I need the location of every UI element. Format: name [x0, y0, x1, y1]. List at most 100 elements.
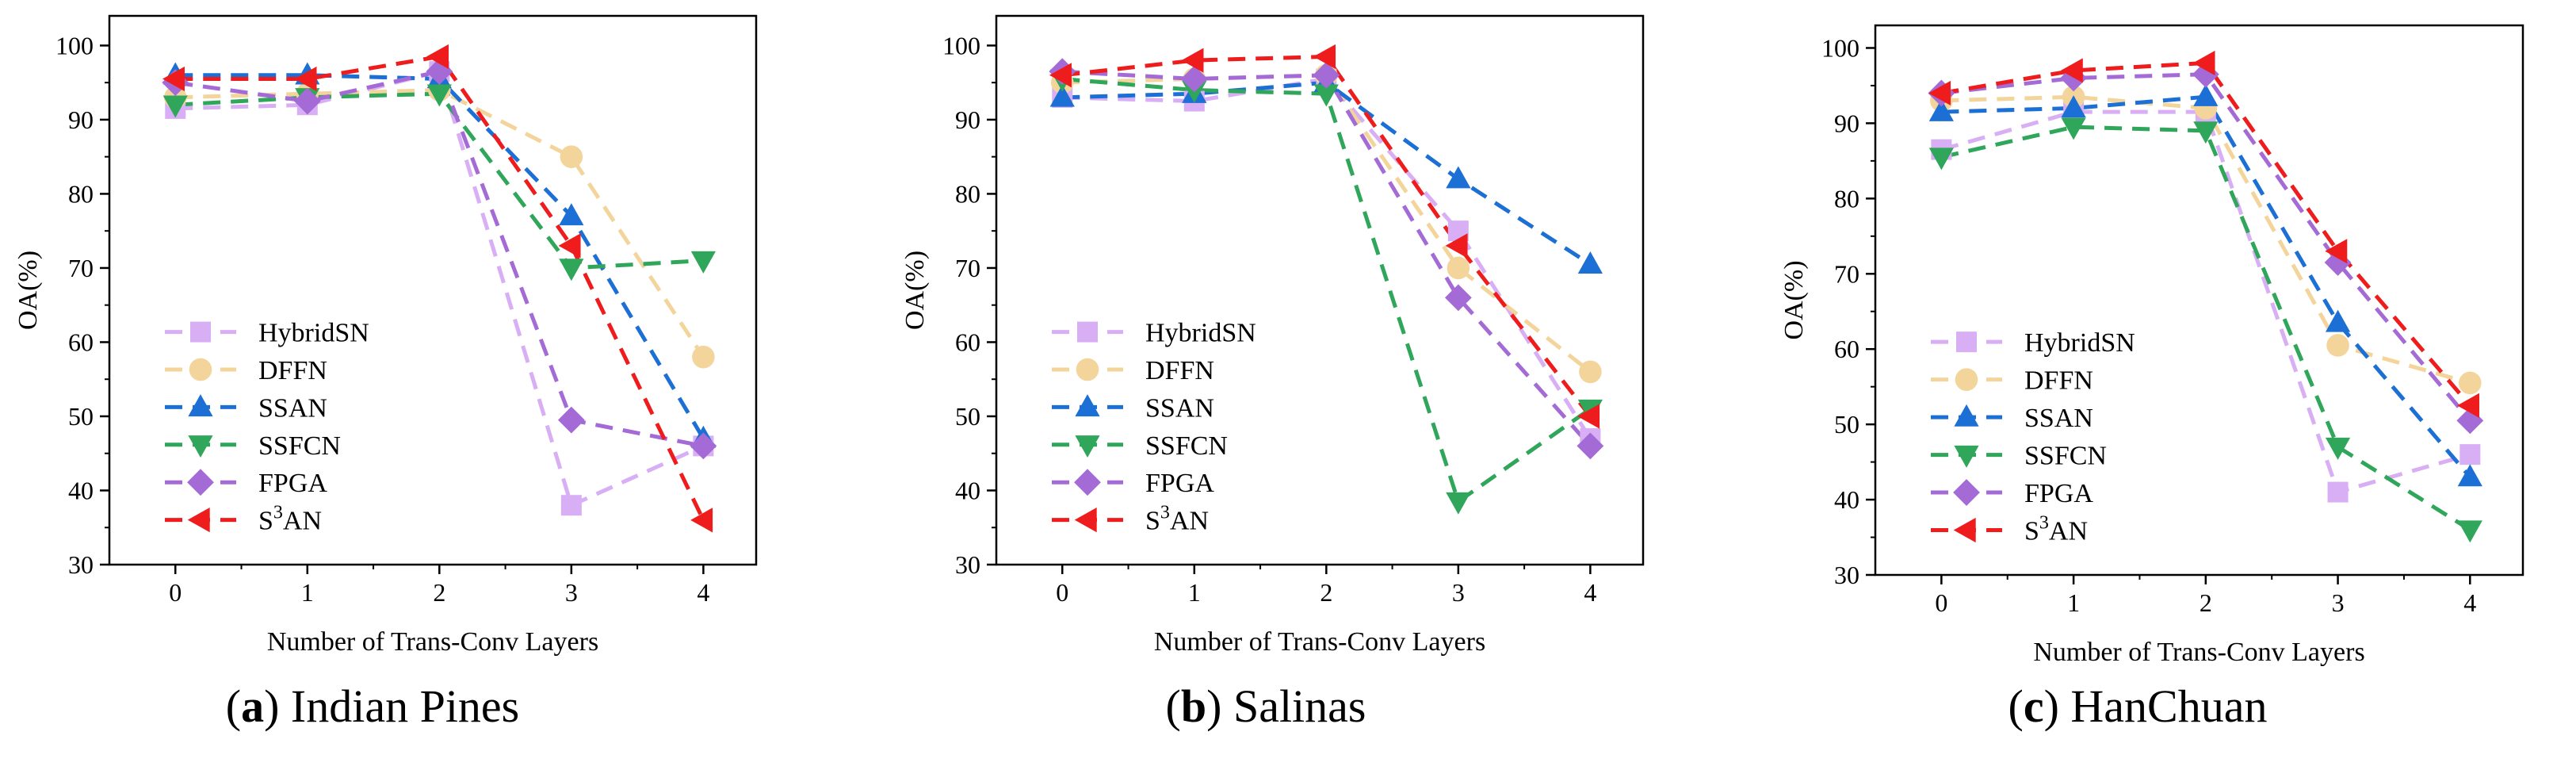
legend-item-ssfcn: SSFCN — [1931, 442, 2107, 471]
data-point-ssfcn — [2325, 437, 2351, 460]
data-point-ssfcn — [426, 84, 452, 107]
x-tick-label: 1 — [301, 578, 314, 607]
data-point-ssan — [1928, 98, 1954, 121]
x-tick-label: 1 — [1188, 578, 1201, 607]
legend-marker — [188, 435, 213, 458]
legend-marker — [1076, 358, 1099, 381]
data-point-ssfcn — [162, 95, 188, 118]
series-line-ssan — [175, 73, 705, 440]
caption-letter: b — [1181, 680, 1206, 732]
legend-label: S3AN — [258, 503, 322, 536]
legend-label: DFFN — [258, 356, 327, 385]
legend-marker — [1074, 469, 1101, 496]
x-axis-label: Number of Trans-Conv Layers — [2033, 638, 2364, 667]
y-tick-label: 70 — [1834, 259, 1859, 288]
legend-label-tail: AN — [1170, 507, 1209, 536]
x-tick-label: 1 — [2067, 588, 2080, 617]
legend-item-s3an: S3AN — [165, 503, 322, 536]
data-point-ssfcn — [2193, 121, 2219, 144]
legend-item-ssan: SSAN — [1052, 393, 1214, 423]
legend-item-s3an: S3AN — [1052, 503, 1209, 536]
legend-item-ssan: SSAN — [1931, 404, 2093, 433]
data-point-dffn — [2459, 371, 2482, 395]
legend-label: S3AN — [2024, 513, 2088, 546]
legend-label-text: HybridSN — [258, 319, 369, 348]
legend-marker — [1954, 445, 1979, 468]
legend-marker — [1953, 479, 1980, 506]
legend-label: S3AN — [1145, 503, 1209, 536]
plot-area — [162, 44, 717, 533]
y-tick-label: 80 — [1834, 184, 1859, 213]
caption-open-paren: ( — [2008, 680, 2024, 732]
y-tick-label: 100 — [942, 31, 980, 59]
legend-item-dffn: DFFN — [165, 356, 327, 385]
legend-item-ssfcn: SSFCN — [1052, 431, 1228, 461]
series-line-ssan — [1941, 94, 2472, 479]
series-line-dffn — [1062, 73, 1592, 374]
panel-caption: (c) HanChuan — [2008, 680, 2268, 732]
caption-close-paren: ) — [1206, 680, 1221, 732]
data-point-fpga — [1444, 284, 1472, 312]
data-point-hybridsn — [2459, 444, 2481, 465]
x-tick-label: 3 — [2332, 588, 2345, 617]
legend: HybridSN DFFN SSAN SSFCN FPGA S3AN — [1052, 319, 1256, 536]
legend-label-text: SSAN — [1145, 393, 1214, 423]
caption-title: Indian Pines — [279, 680, 519, 732]
legend-label: DFFN — [1145, 356, 1214, 385]
legend-label-text: DFFN — [2024, 366, 2093, 396]
series-line-fpga — [174, 69, 704, 448]
legend-label: FPGA — [2024, 479, 2093, 508]
x-tick-label: 3 — [1452, 578, 1465, 607]
caption-close-paren: ) — [264, 680, 279, 732]
legend-label-text: FPGA — [2024, 479, 2093, 508]
y-tick-label: 80 — [955, 179, 980, 208]
y-tick-label: 30 — [955, 550, 980, 579]
x-tick-label: 3 — [565, 578, 578, 607]
legend-marker — [188, 394, 213, 417]
data-point-s3an — [294, 66, 317, 92]
data-point-dffn — [692, 345, 715, 369]
y-axis-label: OA(%) — [1779, 260, 1809, 339]
y-tick-label: 60 — [955, 328, 980, 356]
plot-frame — [995, 14, 1645, 566]
legend-label-text: SSFCN — [2024, 442, 2107, 471]
x-axis-label: Number of Trans-Conv Layers — [267, 627, 598, 657]
data-point-dffn — [2326, 334, 2349, 357]
data-point-ssfcn — [2457, 520, 2482, 543]
y-tick-label: 50 — [955, 402, 980, 431]
plot-frame — [1874, 24, 2524, 577]
legend-label-text: S — [258, 507, 273, 536]
y-axis-label: OA(%) — [900, 251, 930, 330]
caption-title: Salinas — [1221, 680, 1366, 732]
y-axis-label: OA(%) — [13, 251, 43, 330]
y-tick-label: 60 — [68, 328, 94, 356]
y-tick-label: 40 — [68, 476, 94, 504]
plot-area — [1049, 44, 1604, 515]
data-point-fpga — [690, 432, 717, 460]
caption-open-paren: ( — [1166, 680, 1181, 732]
legend-label: HybridSN — [1145, 319, 1256, 348]
data-point-ssan — [2325, 309, 2351, 332]
legend-marker — [1074, 508, 1097, 533]
x-tick-label: 2 — [2200, 588, 2212, 617]
data-point-fpga — [1577, 432, 1604, 460]
y-tick-label: 60 — [1834, 335, 1859, 363]
series-line-dffn — [175, 87, 705, 358]
data-point-s3an — [558, 233, 581, 259]
data-point-ssfcn — [1313, 84, 1339, 107]
x-tick-label: 4 — [1584, 578, 1596, 607]
data-point-s3an — [2325, 239, 2348, 264]
data-point-s3an — [2060, 58, 2083, 83]
data-point-s3an — [426, 44, 449, 70]
legend-label-tail: AN — [2049, 517, 2088, 546]
y-tick-label: 90 — [1834, 109, 1859, 137]
y-tick-label: 80 — [68, 179, 94, 208]
legend-label-text: HybridSN — [1145, 319, 1256, 348]
caption-letter: a — [241, 680, 264, 732]
legend-label-superscript: 3 — [2039, 513, 2049, 534]
legend-marker — [1077, 321, 1098, 343]
y-tick-label: 30 — [1834, 561, 1859, 589]
legend-label-superscript: 3 — [1160, 503, 1170, 523]
panel-indian-pines: 30 40 50 60 70 80 90 100 0 1 2 3 4 Number of Trans-Co… — [13, 14, 758, 732]
